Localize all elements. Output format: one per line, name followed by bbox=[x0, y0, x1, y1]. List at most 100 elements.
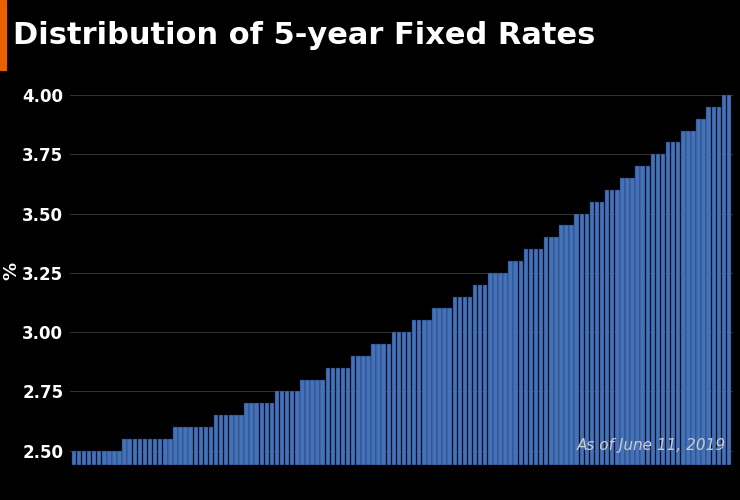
Bar bbox=[519, 261, 523, 465]
Bar bbox=[386, 344, 391, 465]
Bar bbox=[559, 226, 564, 465]
Bar bbox=[366, 356, 371, 465]
Bar bbox=[554, 238, 559, 465]
Bar bbox=[610, 190, 614, 465]
Bar bbox=[118, 451, 122, 465]
Bar bbox=[625, 178, 630, 465]
Bar bbox=[417, 320, 422, 465]
Bar bbox=[300, 380, 305, 465]
Bar bbox=[356, 356, 360, 465]
Bar bbox=[508, 261, 513, 465]
Bar bbox=[590, 202, 594, 465]
Bar bbox=[173, 427, 178, 465]
Bar bbox=[112, 451, 117, 465]
Bar bbox=[427, 320, 431, 465]
Bar bbox=[148, 439, 152, 465]
Bar bbox=[224, 415, 229, 465]
Bar bbox=[295, 392, 300, 465]
Bar bbox=[605, 190, 609, 465]
Bar bbox=[727, 95, 731, 465]
Bar bbox=[636, 166, 640, 465]
Bar bbox=[184, 427, 188, 465]
Bar bbox=[168, 439, 172, 465]
Bar bbox=[514, 261, 518, 465]
Bar bbox=[681, 130, 685, 465]
Bar bbox=[127, 439, 132, 465]
Bar bbox=[600, 202, 605, 465]
Bar bbox=[412, 320, 417, 465]
Bar bbox=[351, 356, 355, 465]
Y-axis label: %: % bbox=[3, 262, 21, 280]
Bar bbox=[234, 415, 238, 465]
Bar bbox=[381, 344, 386, 465]
Bar bbox=[92, 451, 96, 465]
Bar bbox=[565, 226, 569, 465]
Bar bbox=[407, 332, 411, 465]
Bar bbox=[320, 380, 325, 465]
Bar bbox=[453, 296, 457, 465]
Bar bbox=[656, 154, 660, 465]
Bar bbox=[315, 380, 320, 465]
Bar bbox=[549, 238, 554, 465]
Bar bbox=[132, 439, 137, 465]
Bar bbox=[138, 439, 142, 465]
Bar bbox=[341, 368, 346, 465]
Bar bbox=[97, 451, 101, 465]
Bar bbox=[194, 427, 198, 465]
Bar bbox=[397, 332, 401, 465]
Bar bbox=[275, 392, 279, 465]
Bar bbox=[539, 249, 543, 465]
Bar bbox=[478, 284, 482, 465]
Bar bbox=[630, 178, 635, 465]
Bar bbox=[544, 238, 548, 465]
Bar bbox=[391, 332, 396, 465]
Bar bbox=[640, 166, 645, 465]
Bar bbox=[524, 249, 528, 465]
Bar bbox=[686, 130, 690, 465]
Bar bbox=[696, 118, 701, 465]
Bar bbox=[77, 451, 81, 465]
Bar bbox=[716, 107, 721, 465]
Bar bbox=[569, 226, 574, 465]
Bar bbox=[676, 142, 681, 465]
Bar bbox=[346, 368, 350, 465]
Bar bbox=[189, 427, 193, 465]
Bar bbox=[473, 284, 477, 465]
Text: As of June 11, 2019: As of June 11, 2019 bbox=[577, 438, 726, 454]
Bar bbox=[310, 380, 314, 465]
Bar bbox=[158, 439, 163, 465]
Bar bbox=[260, 404, 264, 465]
Bar bbox=[239, 415, 243, 465]
Bar bbox=[102, 451, 107, 465]
Bar bbox=[645, 166, 650, 465]
Bar bbox=[437, 308, 442, 465]
Bar bbox=[483, 284, 488, 465]
Bar bbox=[462, 296, 467, 465]
Bar bbox=[229, 415, 234, 465]
Bar bbox=[402, 332, 406, 465]
Bar bbox=[326, 368, 330, 465]
Bar bbox=[244, 404, 249, 465]
Bar bbox=[432, 308, 437, 465]
Bar bbox=[585, 214, 589, 465]
Bar bbox=[661, 154, 665, 465]
Bar bbox=[691, 130, 696, 465]
Bar bbox=[72, 451, 76, 465]
Bar bbox=[178, 427, 183, 465]
Bar bbox=[650, 154, 655, 465]
Bar bbox=[122, 439, 127, 465]
Bar bbox=[214, 415, 218, 465]
Text: Distribution of 5-year Fixed Rates: Distribution of 5-year Fixed Rates bbox=[13, 20, 596, 50]
Bar bbox=[204, 427, 208, 465]
Bar bbox=[595, 202, 599, 465]
Bar bbox=[336, 368, 340, 465]
Bar bbox=[285, 392, 289, 465]
Bar bbox=[443, 308, 447, 465]
Bar bbox=[707, 107, 711, 465]
Bar bbox=[269, 404, 275, 465]
Bar bbox=[671, 142, 676, 465]
Bar bbox=[448, 308, 452, 465]
Bar bbox=[488, 273, 493, 465]
Bar bbox=[209, 427, 213, 465]
Bar bbox=[377, 344, 381, 465]
